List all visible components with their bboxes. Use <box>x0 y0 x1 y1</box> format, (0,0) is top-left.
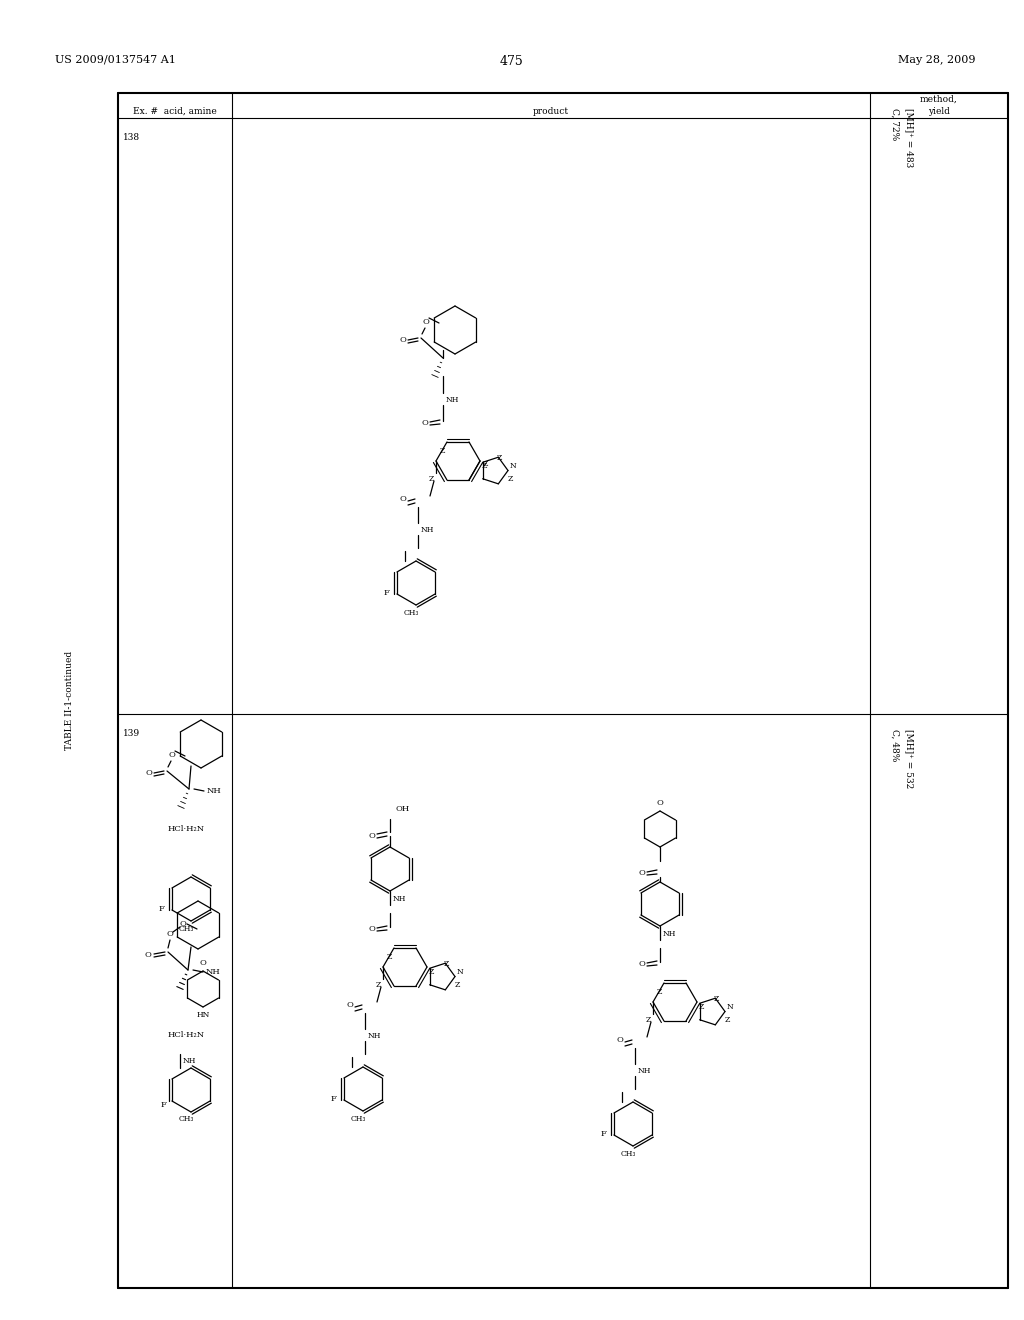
Text: NH: NH <box>368 1032 381 1040</box>
Text: Z: Z <box>439 447 445 455</box>
Text: O: O <box>423 318 429 326</box>
Text: Z: Z <box>429 968 434 975</box>
Text: O: O <box>639 960 645 968</box>
Text: CH₃: CH₃ <box>178 1115 194 1123</box>
Text: O: O <box>167 931 173 939</box>
Text: [MH]⁺ = 532: [MH]⁺ = 532 <box>905 729 914 788</box>
Text: O: O <box>399 337 407 345</box>
Text: O: O <box>616 1036 624 1044</box>
Text: NH: NH <box>183 1057 197 1065</box>
Text: Z: Z <box>482 462 487 470</box>
Text: May 28, 2009: May 28, 2009 <box>897 55 975 65</box>
Text: [MH]⁺ = 483: [MH]⁺ = 483 <box>905 108 914 168</box>
Text: O: O <box>169 751 175 759</box>
Text: O: O <box>346 1001 353 1008</box>
Text: O: O <box>144 950 152 960</box>
Text: product: product <box>532 107 569 116</box>
Text: F: F <box>160 1101 166 1109</box>
Text: Z: Z <box>455 981 461 989</box>
Text: Z: Z <box>645 1016 651 1024</box>
Text: 475: 475 <box>500 55 524 69</box>
Text: HN: HN <box>197 1011 210 1019</box>
Text: yield: yield <box>928 107 950 116</box>
Text: O: O <box>399 495 407 503</box>
Text: Z: Z <box>699 1003 705 1011</box>
Text: CH₃: CH₃ <box>403 609 419 616</box>
Text: NH: NH <box>638 1067 651 1074</box>
Text: O: O <box>369 832 376 840</box>
Text: F: F <box>158 906 164 913</box>
Text: Z: Z <box>429 475 434 483</box>
Text: Z: Z <box>387 953 392 961</box>
Text: N: N <box>727 1002 734 1011</box>
Text: O: O <box>145 770 153 777</box>
Text: method,: method, <box>921 95 957 104</box>
Text: NH: NH <box>206 968 221 975</box>
Text: O: O <box>369 925 376 933</box>
Text: C, 72%: C, 72% <box>890 108 899 140</box>
Text: F: F <box>383 589 389 597</box>
Text: O: O <box>422 418 428 426</box>
Text: NH: NH <box>207 787 222 795</box>
Text: N: N <box>457 968 464 975</box>
Text: US 2009/0137547 A1: US 2009/0137547 A1 <box>55 55 176 65</box>
Text: 138: 138 <box>123 133 140 143</box>
Text: Ex. #  acid, amine: Ex. # acid, amine <box>133 107 217 116</box>
Text: Z: Z <box>483 459 488 469</box>
Text: C, 48%: C, 48% <box>890 729 899 762</box>
Text: Z: Z <box>714 994 719 1002</box>
Text: NH: NH <box>663 931 677 939</box>
Text: F: F <box>330 1096 336 1104</box>
Text: CH₃: CH₃ <box>178 925 194 933</box>
Text: F: F <box>600 1130 606 1138</box>
Text: NH: NH <box>393 895 407 903</box>
Text: N: N <box>510 462 517 470</box>
Text: NH: NH <box>446 396 460 404</box>
Text: O: O <box>656 799 664 807</box>
Text: HCl·H₂N: HCl·H₂N <box>168 1031 205 1039</box>
Text: O: O <box>200 960 207 968</box>
Text: Z: Z <box>376 981 381 989</box>
Text: CH₃: CH₃ <box>350 1115 366 1123</box>
Text: 139: 139 <box>123 729 140 738</box>
Text: HCl·H₂N: HCl·H₂N <box>168 825 205 833</box>
Text: CH₃: CH₃ <box>621 1150 636 1158</box>
Text: Z: Z <box>508 474 513 483</box>
Text: Z: Z <box>497 454 502 462</box>
Text: O: O <box>639 869 645 876</box>
Text: Z: Z <box>725 1015 730 1023</box>
Text: OH: OH <box>395 805 410 813</box>
Text: NH: NH <box>421 525 434 535</box>
Text: Z: Z <box>443 960 449 968</box>
Text: O: O <box>180 920 186 928</box>
Text: TABLE II-1-continued: TABLE II-1-continued <box>66 651 75 750</box>
Text: Z: Z <box>656 987 662 997</box>
